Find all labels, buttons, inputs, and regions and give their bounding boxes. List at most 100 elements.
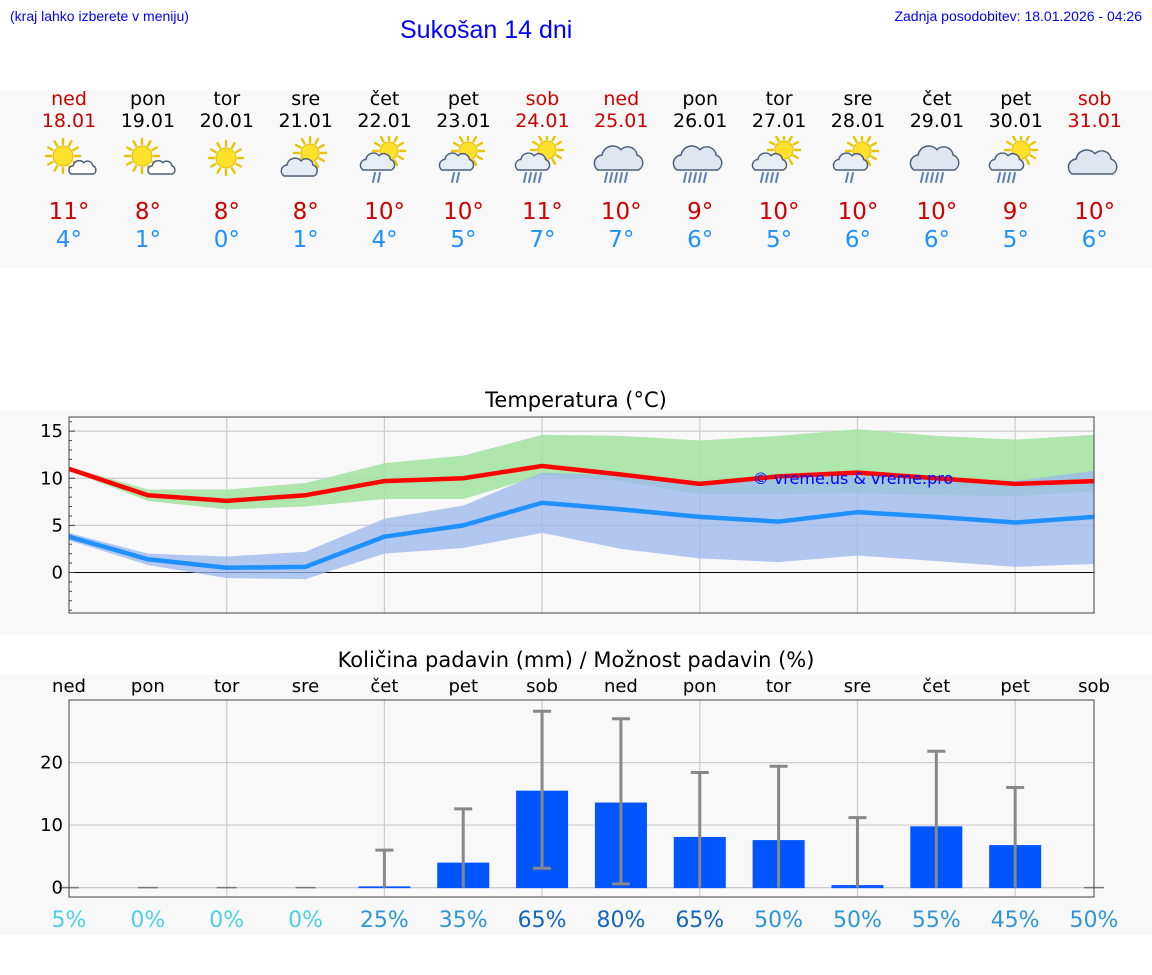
day-name: sob	[1077, 88, 1112, 110]
min-temp: 7°	[529, 227, 556, 253]
min-temp: 5°	[1002, 227, 1029, 253]
day-name: pet	[447, 88, 480, 110]
x-tick-label: pet	[1000, 676, 1030, 697]
day-column: ned 25.01 10° 7°	[581, 88, 661, 254]
max-temp: 10°	[600, 199, 642, 225]
x-tick-label: čet	[370, 676, 398, 697]
precipitation-chart: ned pon tor sre čet pet sob ned pon tor sre čet pet s…	[40, 676, 1119, 933]
watermark: © vreme.us & vreme.pro	[753, 469, 954, 488]
cloud-rain-icon	[672, 145, 723, 183]
min-temp: 0°	[213, 227, 240, 253]
temperature-chart: 0 5 10 15 © vreme.us & vreme.pro	[40, 416, 1095, 614]
min-temp: 6°	[687, 227, 714, 253]
min-temp: 1°	[134, 227, 161, 253]
min-temp: 7°	[608, 227, 635, 253]
day-column: pon 26.01 9° 6°	[660, 88, 740, 254]
x-tick-label: tor	[766, 676, 792, 697]
min-temp: 1°	[292, 227, 319, 253]
day-name: pet	[1000, 88, 1032, 110]
x-tick-label: ned	[52, 676, 86, 697]
x-tick-label: čet	[922, 676, 950, 697]
x-tick-label: ned	[604, 676, 638, 697]
day-date: 25.01	[594, 110, 649, 132]
precip-probability: 0%	[209, 908, 244, 933]
forecast-band	[0, 90, 1152, 268]
sun-cloud-light-rain-icon	[359, 136, 406, 183]
max-temp: 8°	[292, 199, 319, 225]
precip-probability: 50%	[1070, 908, 1119, 933]
precip-probability: 50%	[833, 908, 882, 933]
min-temp: 4°	[55, 227, 83, 253]
plot-frame	[68, 416, 1095, 614]
x-tick-label: sob	[526, 676, 558, 697]
day-name: pon	[682, 88, 719, 110]
day-date: 30.01	[988, 110, 1043, 132]
day-name: čet	[369, 88, 400, 110]
y-tick-label: 5	[52, 515, 63, 536]
max-temp: 9°	[1002, 199, 1029, 225]
day-date: 18.01	[41, 110, 97, 132]
day-column: pet 23.01 10° 5°	[424, 88, 504, 254]
day-date: 27.01	[751, 110, 807, 132]
day-column: ned 18.01 11° 4°	[29, 88, 109, 254]
precip-probability: 5%	[52, 908, 87, 933]
precip-probability: 0%	[288, 908, 323, 933]
day-date: 19.01	[120, 110, 176, 132]
day-name: sre	[291, 88, 321, 110]
cloud-icon	[1067, 149, 1118, 175]
x-tick-label: sre	[844, 676, 871, 697]
min-temp: 4°	[371, 227, 398, 253]
forecast-days: ned 18.01 11° 4° pon 19.01 8° 1° tor 20.01 8° 0° sre…	[0, 88, 1152, 268]
precip-probability: 65%	[518, 908, 567, 933]
day-name: ned	[603, 88, 640, 110]
max-temp: 10°	[837, 199, 879, 225]
day-date: 29.01	[909, 110, 965, 132]
sun-cloud-light-rain-icon	[438, 136, 485, 183]
min-temp: 5°	[450, 227, 477, 253]
min-temp: 5°	[766, 227, 793, 253]
min-temp: 6°	[923, 227, 950, 253]
max-temp: 10°	[364, 199, 405, 225]
day-column: sob 31.01 10° 6°	[1055, 88, 1135, 254]
max-temp: 10°	[916, 199, 958, 225]
x-tick-label: pon	[683, 676, 717, 697]
day-name: sob	[525, 88, 560, 110]
precip-probability: 45%	[991, 908, 1040, 933]
min-temp-line	[68, 500, 1095, 571]
menu-hint: (kraj lahko izberete v meniju)	[10, 8, 189, 24]
precip-probability: 0%	[130, 908, 165, 933]
x-tick-label: sre	[292, 676, 319, 697]
sun-partly-cloudy-icon	[44, 137, 97, 175]
precip-probability: 80%	[596, 908, 645, 933]
day-name: tor	[213, 88, 241, 110]
max-temp: 10°	[758, 199, 800, 225]
min-temp: 6°	[844, 227, 872, 253]
day-column: sob 24.01 11° 7°	[502, 88, 582, 254]
sun-cloud-rain-icon	[751, 136, 802, 183]
max-temp: 10°	[443, 199, 484, 225]
x-tick-label: pon	[131, 676, 165, 697]
day-date: 28.01	[830, 110, 886, 132]
day-column: pet 30.01 9° 5°	[976, 88, 1056, 254]
max-temp: 9°	[687, 199, 714, 225]
y-tick-label: 10	[40, 468, 63, 489]
y-tick-label: 20	[40, 753, 63, 774]
day-name: sre	[843, 88, 873, 110]
sun-partly-cloudy-icon	[123, 137, 176, 175]
sun-cloud-light-rain-icon	[832, 136, 880, 183]
temperature-chart-title: Temperatura (°C)	[485, 388, 667, 412]
day-name: tor	[765, 88, 793, 110]
y-tick-label: 0	[52, 562, 63, 583]
day-date: 22.01	[357, 110, 412, 132]
sun-cloud-rain-icon	[515, 136, 565, 183]
precip-probability: 25%	[360, 908, 409, 933]
max-temp: 8°	[134, 199, 161, 225]
page-title: Sukošan 14 dni	[400, 16, 573, 44]
day-date: 31.01	[1067, 110, 1122, 132]
y-tick-label: 10	[40, 815, 63, 836]
day-date: 26.01	[672, 110, 728, 132]
day-date: 20.01	[199, 110, 254, 132]
day-column: čet 22.01 10° 4°	[345, 88, 425, 254]
precip-probability: 55%	[912, 908, 961, 933]
precipitation-chart-title: Količina padavin (mm) / Možnost padavin …	[337, 648, 815, 672]
